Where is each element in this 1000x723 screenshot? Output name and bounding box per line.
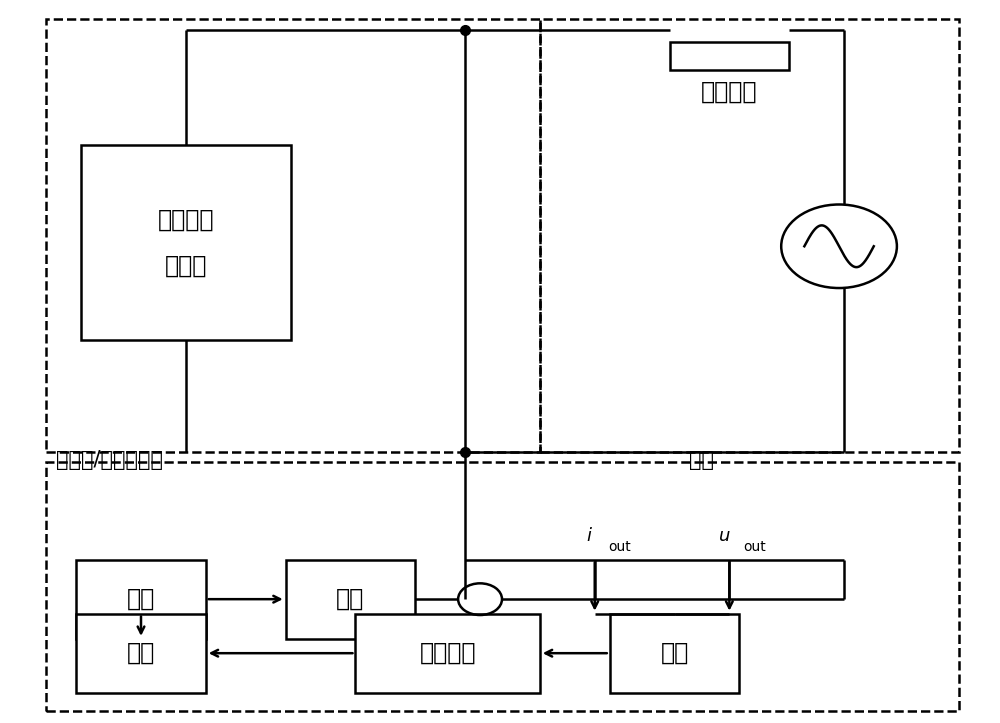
Bar [610, 614, 739, 693]
Text: 滤波: 滤波 [336, 587, 365, 611]
Text: out: out [743, 539, 766, 554]
Text: 线路阻抗: 线路阻抗 [701, 80, 758, 103]
Text: 新能源发: 新能源发 [158, 208, 214, 231]
Text: $u$: $u$ [718, 527, 731, 545]
Bar [286, 560, 415, 639]
Bar [670, 43, 789, 70]
Text: out: out [608, 539, 631, 554]
Bar [76, 560, 206, 639]
Bar [540, 20, 959, 452]
Text: $i$: $i$ [586, 527, 593, 545]
Text: 控制: 控制 [127, 641, 155, 665]
Text: 电网: 电网 [689, 450, 714, 470]
Text: 阻抗计算: 阻抗计算 [419, 641, 476, 665]
Text: 检测: 检测 [660, 641, 689, 665]
Text: 风电场/太阳能电站: 风电场/太阳能电站 [56, 450, 163, 470]
Bar [355, 614, 540, 693]
Bar [46, 20, 540, 452]
Bar [81, 145, 291, 340]
Bar [46, 462, 959, 711]
Bar [76, 614, 206, 693]
Text: 电装置: 电装置 [165, 254, 207, 278]
Text: 功率: 功率 [127, 587, 155, 611]
